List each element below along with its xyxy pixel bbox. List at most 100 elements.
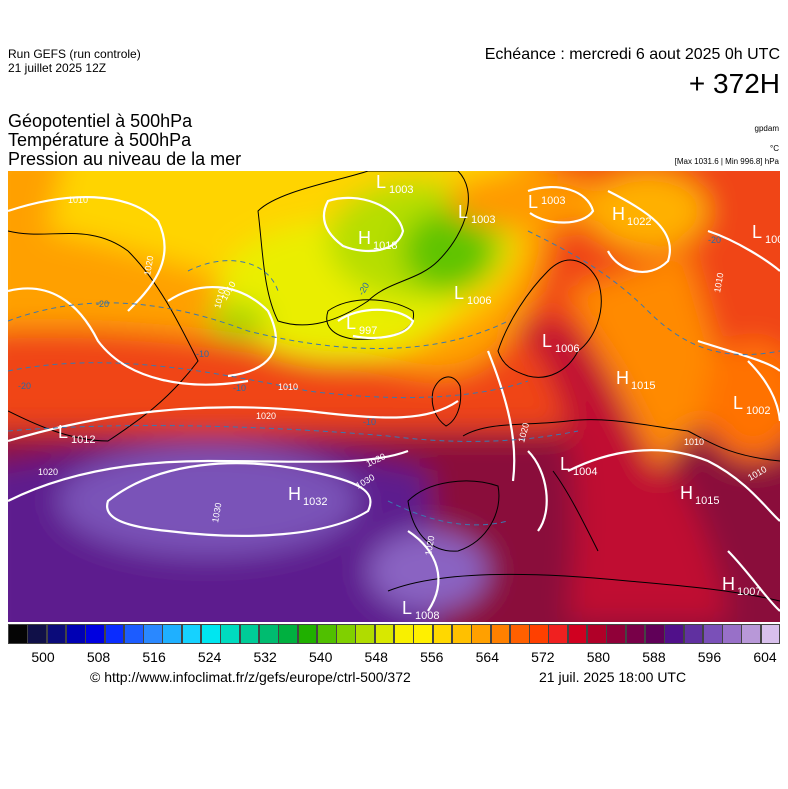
color-swatch [239, 624, 260, 644]
isobar-label: 1020 [38, 467, 58, 477]
color-swatch [587, 624, 607, 644]
center-value-1: 1003 [389, 184, 413, 196]
color-swatch [548, 624, 569, 644]
color-swatch [394, 624, 414, 644]
temperature-label: -20 [96, 299, 109, 309]
center-type-13: H [288, 484, 301, 504]
color-swatch [316, 624, 337, 644]
center-type-8: L [346, 313, 356, 333]
greenland-coast [257, 171, 469, 326]
center-type-4: H [358, 228, 371, 248]
temperature-label: -10 [233, 383, 246, 393]
center-value-2: 1003 [471, 214, 495, 226]
color-swatch [741, 624, 762, 644]
issued-time: 21 juil. 2025 18:00 UTC [539, 669, 687, 685]
color-swatch [664, 624, 684, 644]
color-swatch [27, 624, 48, 644]
unit-gpdam: gpdam [754, 124, 779, 133]
scale-tick-label: 580 [586, 649, 611, 665]
center-value-8: 997 [359, 325, 377, 337]
center-value-9: 1006 [555, 343, 579, 355]
color-swatch [46, 624, 67, 644]
scale-tick-label: 516 [142, 649, 166, 665]
color-swatch [451, 624, 472, 644]
color-swatch [355, 624, 376, 644]
isobar-label: 1020 [423, 535, 436, 556]
color-swatch [722, 624, 742, 644]
canada-coast [8, 230, 199, 442]
color-swatch [123, 624, 144, 644]
geopotential-field [8, 171, 780, 622]
color-swatch [201, 624, 221, 644]
center-value-17: 1008 [415, 610, 439, 622]
scale-tick-label: 532 [253, 649, 277, 665]
center-type-9: L [542, 331, 552, 351]
center-type-1: L [376, 172, 386, 192]
center-type-6: L [752, 222, 762, 242]
scale-tick-label: 500 [31, 649, 55, 665]
center-value-16: 1007 [737, 586, 761, 598]
temperature-contours [8, 230, 780, 526]
center-type-17: L [402, 598, 412, 618]
color-swatch [490, 624, 511, 644]
center-value-14: 1004 [573, 466, 597, 478]
isobar-label: 1020 [142, 255, 155, 276]
center-type-10: H [616, 368, 629, 388]
color-swatch [471, 624, 491, 644]
color-swatch [644, 624, 665, 644]
isobar-label: 1030 [210, 502, 223, 523]
center-value-4: 1018 [373, 240, 397, 252]
isobars [8, 186, 780, 612]
center-type-12: L [58, 422, 68, 442]
color-swatch [336, 624, 356, 644]
color-swatch [65, 624, 86, 644]
center-value-12: 1012 [71, 434, 95, 446]
scale-tick-label: 524 [197, 649, 222, 665]
color-swatch [374, 624, 395, 644]
color-swatch [297, 624, 318, 644]
color-swatch [278, 624, 298, 644]
isobar-label: 1010 [68, 195, 88, 205]
color-swatch [413, 624, 434, 644]
color-swatch [104, 624, 125, 644]
scale-tick-label: 540 [309, 649, 333, 665]
scale-tick-label: 604 [753, 649, 777, 665]
param-geopotential: Géopotentiel à 500hPa [8, 111, 193, 131]
center-value-6: 100 [765, 234, 780, 246]
isobar-label: 1010 [712, 272, 725, 293]
scale-tick-label: 556 [420, 649, 444, 665]
scale-tick-label: 548 [364, 649, 388, 665]
scale-tick-label: 572 [531, 649, 555, 665]
color-swatch [529, 624, 549, 644]
center-value-3: 1003 [541, 195, 565, 207]
isobar-label: 1010 [684, 437, 704, 447]
unit-celsius: °C [770, 144, 779, 153]
color-swatch [606, 624, 627, 644]
color-swatch [85, 624, 105, 644]
center-type-11: L [733, 393, 743, 413]
forecast-valid-time: Echéance : mercredi 6 aout 2025 0h UTC [484, 46, 780, 63]
color-swatch [220, 624, 241, 644]
color-swatch [702, 624, 723, 644]
scale-tick-label: 564 [475, 649, 499, 665]
center-value-7: 1006 [467, 295, 491, 307]
run-label: Run GEFS (run controle) [8, 47, 141, 61]
center-type-15: H [680, 483, 693, 503]
isobar-label: 1020 [256, 411, 276, 421]
param-pressure: Pression au niveau de la mer [8, 149, 242, 169]
iberia-coast [407, 480, 500, 552]
center-value-5: 1022 [627, 216, 651, 228]
center-type-14: L [560, 454, 570, 474]
color-scale-bar [8, 624, 781, 644]
center-type-16: H [722, 574, 735, 594]
color-swatch [258, 624, 279, 644]
unit-pressure-range: [Max 1031.6 | Min 996.8] hPa [674, 157, 779, 166]
color-swatch [8, 624, 28, 644]
color-swatch [760, 624, 781, 644]
center-type-3: L [528, 192, 538, 212]
lead-time: + 372H [688, 68, 780, 99]
scale-tick-label: 588 [642, 649, 666, 665]
temperature-label: -10 [196, 349, 209, 359]
